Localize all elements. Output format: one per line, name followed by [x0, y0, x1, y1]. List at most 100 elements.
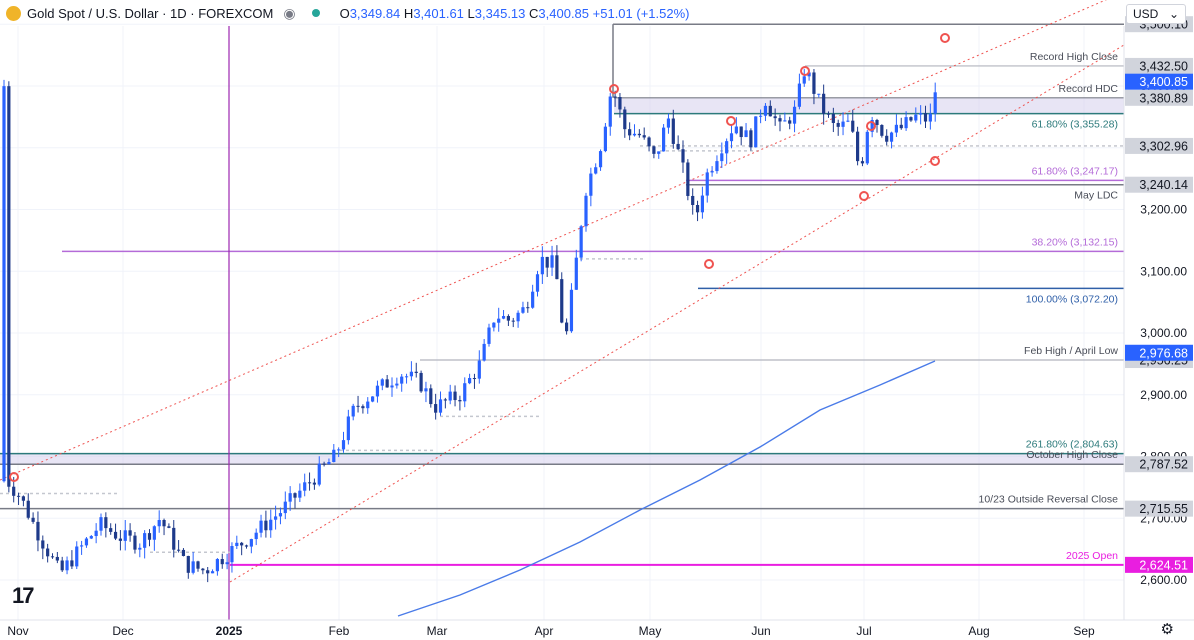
price-level-tag [1125, 57, 1193, 74]
price-level-tag [1125, 556, 1193, 573]
candle-body [477, 360, 481, 379]
level-label: Feb High / April Low [1024, 345, 1118, 357]
candle-body [75, 546, 79, 567]
candle-body [288, 493, 292, 502]
last-price-tag [1125, 73, 1193, 90]
candle-body [317, 463, 321, 485]
ma-value-tag [1125, 344, 1193, 361]
price-level-tag [1125, 456, 1193, 473]
time-axis[interactable]: Nov Dec 2025 Feb Mar Apr May Jun Jul Aug Sep [0, 619, 1194, 640]
candle-body [191, 561, 195, 573]
time-tick-label: Dec [112, 624, 133, 638]
candle-body [235, 542, 239, 547]
pivot-circle [930, 156, 940, 166]
candle-body [337, 449, 341, 451]
pivot-circle [726, 116, 736, 126]
pivot-circle [9, 472, 19, 482]
candle-body [584, 195, 588, 227]
candle-body [152, 526, 156, 540]
candle-body [870, 119, 874, 132]
candle-body [361, 406, 365, 409]
price-level-tag [1125, 500, 1193, 517]
price-axis[interactable]: 2,600.002,700.002,800.002,900.003,000.00… [1123, 0, 1194, 640]
candle-body [817, 93, 821, 95]
candle-body [356, 405, 360, 407]
candle-body [12, 486, 16, 496]
candle-body [7, 86, 11, 487]
candle-body [589, 173, 593, 196]
price-tick-label: 2,900.00 [1140, 388, 1187, 402]
candle-body [875, 119, 879, 125]
gear-icon[interactable]: ⚙ [1160, 621, 1174, 638]
candle-body [259, 520, 263, 533]
candle-body [186, 555, 190, 573]
candle-body [856, 131, 860, 162]
candle-body [269, 519, 273, 531]
candle-body [516, 312, 520, 322]
chevron-down-icon: ⌄ [1168, 7, 1179, 21]
eye-icon[interactable]: ◉ [283, 4, 296, 21]
candle-body [453, 391, 457, 401]
candle-body [249, 539, 253, 547]
trend-channel [0, 0, 1125, 583]
moving-average [397, 360, 936, 617]
candle-body [501, 316, 506, 319]
price-tick-label: 3,200.00 [1140, 203, 1187, 217]
candle-body [298, 490, 302, 498]
candle-body [511, 320, 515, 322]
price-level-tag-text: 2,787.52 [1139, 458, 1188, 472]
candle-body [662, 127, 666, 152]
candle-body [792, 106, 797, 124]
ohlc-values: O3,349.84 H3,401.61 L3,345.13 C3,400.85 … [339, 5, 690, 21]
price-level-tag-text: 2,715.55 [1139, 502, 1188, 516]
candle-body [366, 401, 370, 409]
currency-label: USD [1133, 7, 1159, 21]
candle-body [244, 545, 249, 547]
price-level-tag-text: 3,240.14 [1139, 178, 1188, 192]
candle-body [448, 391, 452, 401]
candle-body [574, 257, 578, 290]
candle-body [55, 556, 59, 561]
market-status-dot [311, 9, 320, 17]
candle-body [128, 530, 132, 536]
tradingview-logo[interactable]: 17 [12, 583, 35, 608]
candle-body [312, 482, 316, 485]
time-tick-label: Nov [7, 624, 28, 638]
time-tick-label: Jul [856, 624, 871, 638]
candle-body [725, 141, 729, 154]
price-level-tag-text: 3,432.50 [1139, 59, 1188, 73]
currency-select[interactable]: USD ⌄ [1126, 4, 1186, 24]
channel-lower-line [229, 44, 1125, 583]
time-tick-label: Feb [329, 624, 350, 638]
candle-body [230, 546, 234, 563]
chart-title[interactable]: Gold Spot / U.S. Dollar · 1D · FOREXCOM [27, 5, 274, 21]
candle-body [157, 519, 161, 527]
time-tick-label: Mar [427, 624, 448, 638]
candle-body [550, 255, 554, 268]
candle-body [885, 135, 889, 142]
candle-body [36, 521, 40, 541]
candle-body [618, 96, 622, 110]
level-label: May LDC [1074, 190, 1118, 202]
candle-body [351, 405, 355, 417]
time-tick-label: May [639, 624, 662, 638]
candle-body [526, 307, 530, 309]
candle-body [225, 562, 229, 565]
candle-body [463, 383, 467, 402]
price-tick-label: 2,600.00 [1140, 573, 1187, 587]
ma-line [397, 360, 936, 617]
level-label: 261.80% (2,804.63) [1026, 439, 1118, 451]
candle-body [409, 371, 413, 377]
candle-body [715, 161, 719, 172]
pivot-circle [704, 259, 714, 269]
candle-body [705, 172, 709, 196]
level-label: 61.80% (3,355.28) [1032, 119, 1118, 131]
candle-body [307, 482, 312, 484]
candle-body [322, 463, 326, 465]
candle-body [754, 116, 758, 148]
time-tick-label: 2025 [216, 624, 243, 638]
candle-body [254, 532, 258, 540]
level-label: 2025 Open [1066, 550, 1118, 562]
candle-body [822, 93, 826, 114]
